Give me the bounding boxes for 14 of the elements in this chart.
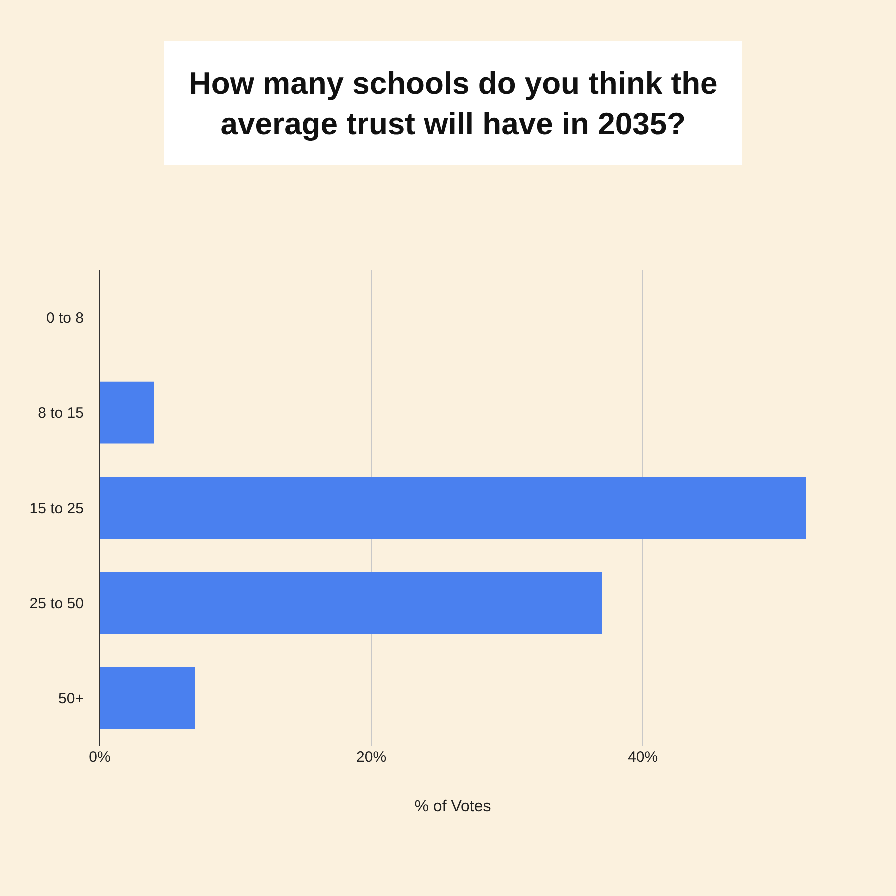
- bar: [100, 572, 602, 634]
- x-tick-label: 0%: [89, 749, 111, 766]
- bar: [100, 667, 196, 730]
- y-tick-label: 0 to 8: [46, 310, 84, 327]
- y-tick-label: 25 to 50: [30, 595, 84, 612]
- chart-title: How many schools do you think the average trust will have in 2035?: [189, 66, 718, 142]
- bar: [100, 382, 154, 444]
- y-tick-label: 8 to 15: [38, 405, 84, 422]
- y-tick-label: 15 to 25: [30, 500, 84, 518]
- x-tick-label: 20%: [356, 749, 387, 766]
- x-axis-title: % of Votes: [414, 798, 492, 816]
- bar: [100, 477, 806, 539]
- y-tick-label: 50+: [58, 690, 84, 708]
- x-tick-label: 40%: [628, 749, 658, 766]
